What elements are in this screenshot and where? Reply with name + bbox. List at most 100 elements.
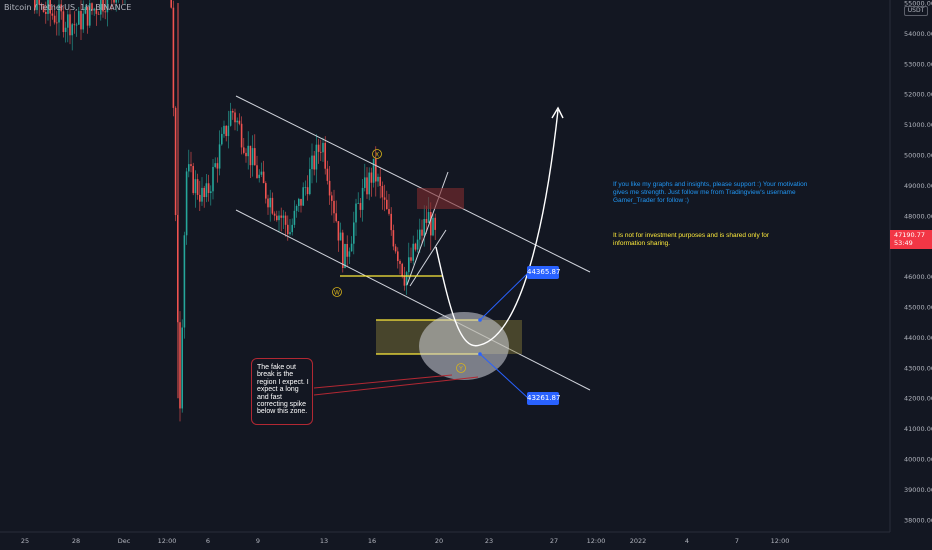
currency-selector[interactable]: USDT (904, 6, 928, 16)
candle-body (377, 176, 379, 182)
price-tick-label: 53000.00 (904, 60, 932, 68)
candle-body (201, 187, 203, 202)
price-tick-label: 45000.00 (904, 304, 932, 312)
time-tick-label: 7 (735, 537, 739, 545)
candle-body (210, 191, 212, 193)
candle-body (172, 7, 175, 108)
candle-body (317, 144, 320, 152)
time-tick-label: 4 (685, 537, 689, 545)
candle-body (271, 197, 274, 214)
candle-body (115, 0, 117, 3)
candle-body (196, 179, 199, 195)
price-tick-label: 54000.00 (904, 30, 932, 38)
time-tick-label: 9 (256, 537, 260, 545)
callout-pointer-1 (313, 374, 453, 389)
support-note[interactable]: If you like my graphs and insights, plea… (613, 181, 808, 204)
candle-body (289, 232, 291, 235)
candle-body (192, 166, 194, 194)
channel-lower-line (235, 209, 591, 391)
candle-body (355, 203, 357, 223)
candle-body (69, 14, 71, 36)
fakeout-callout[interactable]: The fake out break is the region I expec… (251, 358, 313, 425)
candle-body (401, 263, 403, 276)
candle-body (357, 202, 359, 204)
candle-body (342, 232, 344, 268)
price-tick-label: 48000.00 (904, 212, 932, 220)
candle-body (284, 215, 287, 225)
candle-body (397, 251, 399, 262)
candle-body (102, 0, 104, 12)
candle-body (89, 3, 91, 26)
candle-body (309, 169, 311, 195)
candle-body (408, 257, 410, 273)
candle-body (410, 257, 412, 261)
candle-body (346, 243, 348, 257)
candle-body (392, 230, 395, 247)
lower-target-label[interactable]: 43261.87 (527, 392, 560, 405)
candle-body (53, 15, 56, 23)
price-tick-label: 52000.00 (904, 91, 932, 99)
candle-body (421, 229, 423, 236)
time-tick-label: 6 (206, 537, 210, 545)
symbol-title[interactable]: Bitcoin / TetherUS, 1h, BINANCE (4, 3, 132, 12)
candle-body (51, 13, 54, 16)
candle-body (304, 187, 307, 189)
candle-body (245, 152, 247, 157)
time-tick-label: 12:00 (771, 537, 790, 545)
candle-body (416, 239, 419, 250)
candle-body (64, 27, 67, 33)
upper-target-dot (478, 318, 482, 322)
candle-body (249, 145, 252, 166)
wedge-lower-line (409, 229, 447, 287)
channel-upper-line (235, 95, 591, 273)
time-tick-label: 12:00 (587, 537, 606, 545)
candle-body (306, 187, 309, 195)
candle-body (113, 0, 115, 3)
candle-body (205, 183, 208, 198)
candle-body (432, 217, 434, 236)
candle-body (67, 14, 69, 28)
candle-body (234, 112, 236, 123)
price-tick-label: 43000.00 (904, 364, 932, 372)
price-tick-label: 51000.00 (904, 121, 932, 129)
candle-body (324, 142, 326, 169)
candle-body (223, 125, 225, 134)
candle-body (258, 174, 260, 178)
disclaimer-note[interactable]: It is not for investment purposes and is… (613, 232, 770, 247)
lower-target-connector (479, 353, 529, 399)
candle-body (328, 180, 331, 196)
candle-body (427, 212, 430, 223)
candle-body (262, 171, 265, 184)
upper-target-label[interactable]: 44365.87 (527, 266, 560, 279)
candle-body (95, 8, 98, 14)
upper-target-connector (479, 272, 529, 321)
candle-body (353, 222, 355, 244)
candle-body (199, 194, 201, 202)
candle-body (335, 213, 337, 222)
time-axis: 25 28 Dec 12:00 6 9 13 16 20 23 27 12:00 2022 4 7 12:00 (0, 531, 890, 545)
price-tick-label: 39000.00 (904, 486, 932, 494)
candle-body (280, 215, 282, 218)
candle-body (423, 218, 425, 236)
candle-body (337, 221, 340, 241)
candle-body (238, 120, 241, 124)
price-tick-label: 44000.00 (904, 334, 932, 342)
candle-body (71, 24, 73, 36)
candle-body (394, 246, 397, 252)
candle-body (291, 224, 293, 233)
candle-body (344, 243, 346, 268)
candle-body (359, 202, 362, 210)
candle-body (84, 7, 87, 14)
candle-body (183, 235, 186, 328)
price-tick-label: 50000.00 (904, 152, 932, 160)
candle-body (243, 147, 245, 153)
candle-body (82, 13, 84, 30)
wave-w-label: W (334, 290, 340, 297)
candle-body (278, 215, 280, 221)
drawing-group: X W Y (235, 95, 591, 399)
candle-body (58, 4, 60, 23)
time-tick-label: 20 (435, 537, 443, 545)
candle-body (36, 0, 38, 11)
